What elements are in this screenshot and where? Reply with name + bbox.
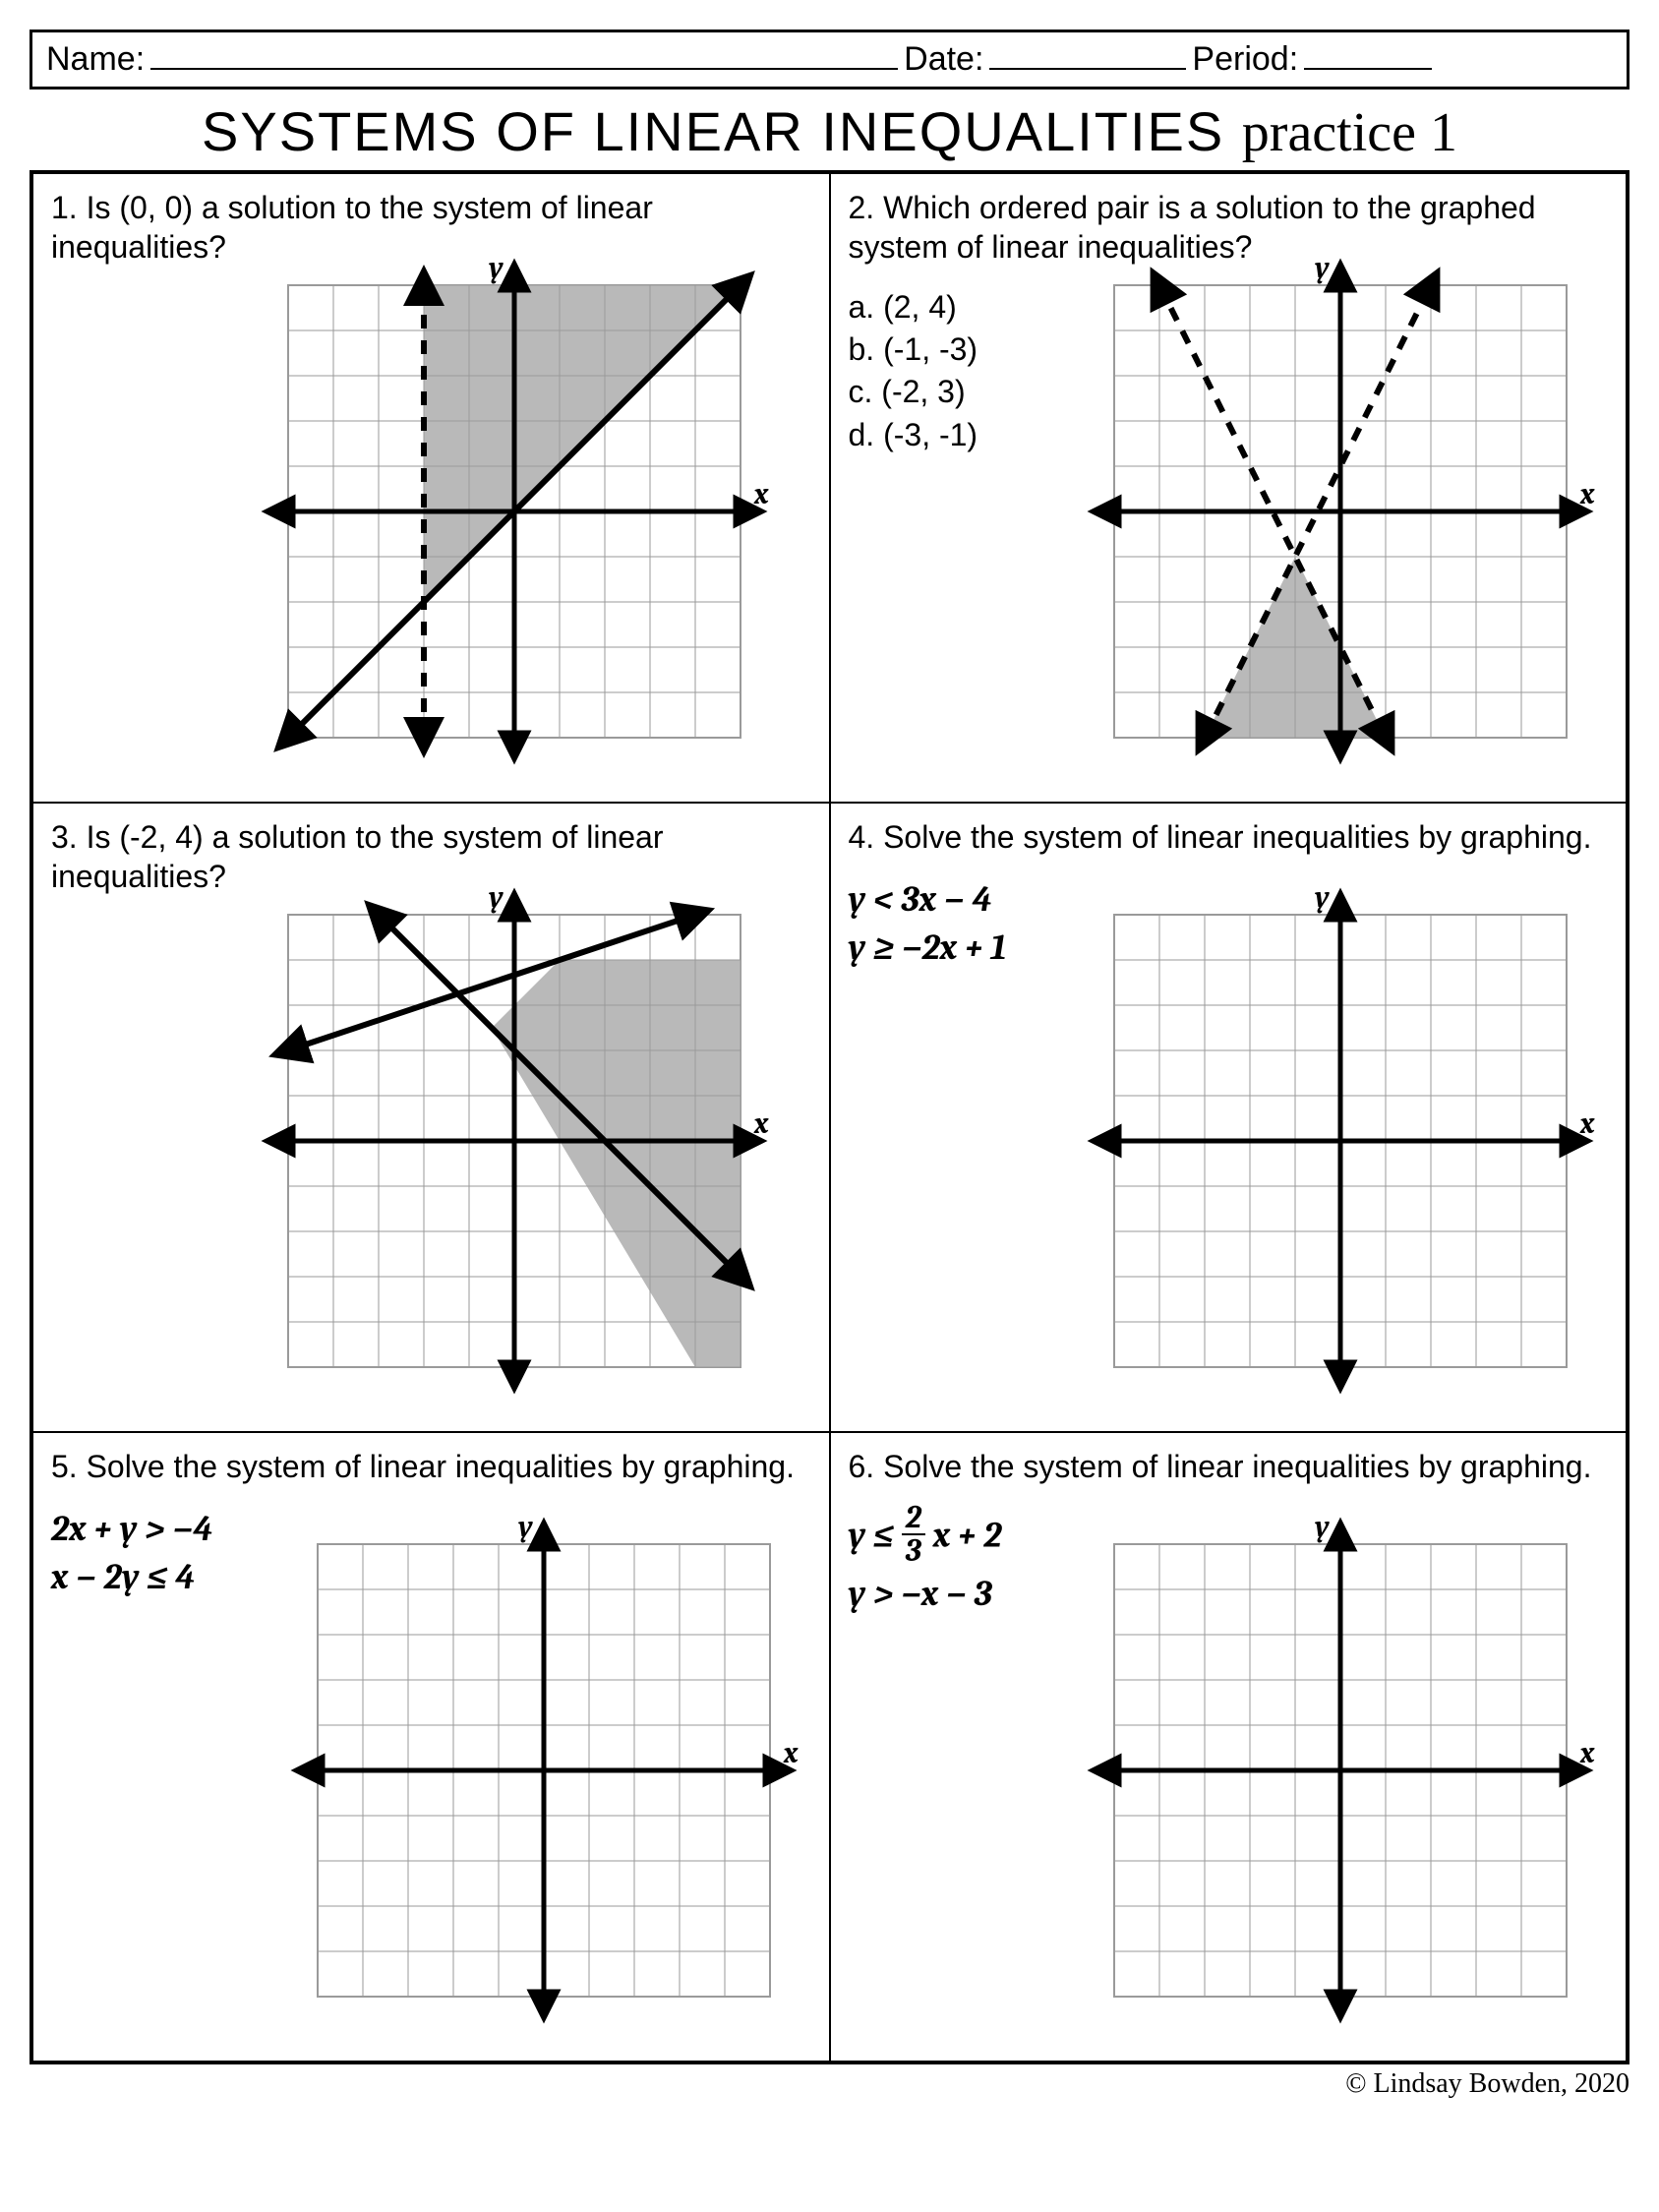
graph-container: xy [259,885,770,1402]
title-script: practice 1 [1242,102,1457,163]
page-title: SYSTEMS OF LINEAR INEQUALITIES practice … [30,99,1629,164]
graph-container: xy [288,1515,800,2031]
y-axis-label: y [488,885,504,915]
period-line[interactable] [1304,68,1432,70]
period-label: Period: [1192,40,1298,79]
question-text: 5. Solve the system of linear inequaliti… [51,1447,811,1486]
y-axis-label: y [488,256,504,285]
graph-container: xy [1085,256,1596,772]
x-axis-label: x [783,1736,799,1770]
graph-container: xy [1085,885,1596,1402]
question-text: 6. Solve the system of linear inequaliti… [849,1447,1609,1486]
problem-3: 3. Is (-2, 4) a solution to the system o… [32,803,830,1432]
x-axis-label: x [1579,1736,1595,1770]
problem-5: 5. Solve the system of linear inequaliti… [32,1432,830,2062]
coordinate-grid: xy [1085,885,1596,1397]
graph-container: xy [1085,1515,1596,2031]
question-text: 1. Is (0, 0) a solution to the system of… [51,188,811,267]
question-text: 4. Solve the system of linear inequaliti… [849,817,1609,857]
graph-container: xy [259,256,770,772]
x-axis-label: x [1579,1106,1595,1141]
problem-4: 4. Solve the system of linear inequaliti… [830,803,1628,1432]
name-label: Name: [46,40,145,79]
title-caps: SYSTEMS OF LINEAR INEQUALITIES [202,100,1224,162]
x-axis-label: x [1579,477,1595,511]
y-axis-label: y [1314,1515,1330,1544]
x-axis-label: x [753,1106,769,1141]
header-box: Name: Date: Period: [30,30,1629,90]
problem-1: 1. Is (0, 0) a solution to the system of… [32,173,830,803]
coordinate-grid: xy [1085,256,1596,767]
problem-grid: 1. Is (0, 0) a solution to the system of… [30,170,1629,2064]
question-text: 3. Is (-2, 4) a solution to the system o… [51,817,811,896]
problem-2: 2. Which ordered pair is a solution to t… [830,173,1628,803]
y-axis-label: y [1314,885,1330,915]
date-line[interactable] [989,68,1186,70]
y-axis-label: y [517,1515,533,1544]
problem-6: 6. Solve the system of linear inequaliti… [830,1432,1628,2062]
coordinate-grid: xy [259,885,770,1397]
question-text: 2. Which ordered pair is a solution to t… [849,188,1609,267]
y-axis-label: y [1314,256,1330,285]
coordinate-grid: xy [288,1515,800,2026]
x-axis-label: x [753,477,769,511]
name-line[interactable] [150,68,898,70]
coordinate-grid: xy [1085,1515,1596,2026]
footer-copyright: © Lindsay Bowden, 2020 [30,2068,1629,2100]
coordinate-grid: xy [259,256,770,767]
date-label: Date: [904,40,983,79]
